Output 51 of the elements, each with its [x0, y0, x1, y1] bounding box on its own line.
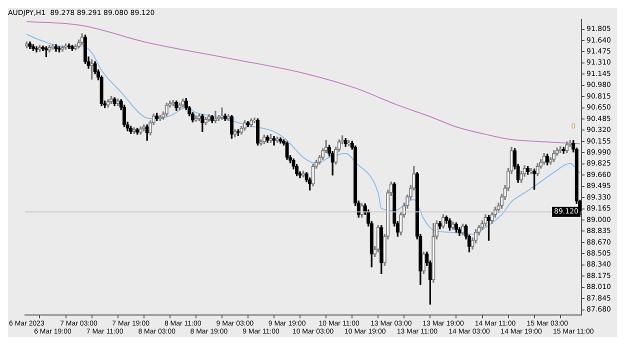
candlestick [181, 98, 185, 108]
candlestick [48, 44, 52, 52]
candlestick [272, 136, 276, 146]
candlestick [155, 112, 159, 122]
candlestick [116, 98, 120, 106]
candlestick [562, 146, 566, 154]
candlestick [422, 252, 426, 274]
candlestick [164, 102, 168, 116]
candlestick [438, 221, 442, 230]
candlestick [432, 223, 436, 283]
candlestick [132, 127, 136, 134]
candlestick [266, 135, 270, 143]
candlestick [57, 46, 62, 52]
candlestick [532, 168, 536, 190]
candlestick [451, 222, 455, 230]
candlestick [460, 224, 465, 236]
candlestick [301, 170, 306, 178]
candlestick [236, 129, 240, 136]
candlestick [106, 99, 110, 108]
candlestick [441, 214, 446, 228]
candlestick [262, 134, 266, 144]
candlestick [50, 44, 55, 50]
line-series [26, 20, 580, 144]
candlestick [112, 97, 116, 106]
candlestick [311, 164, 315, 186]
candlestick [529, 168, 533, 174]
candlestick [552, 150, 556, 162]
candlestick [558, 146, 562, 154]
candlestick [252, 118, 256, 124]
line-series [26, 34, 580, 235]
candlestick [171, 100, 175, 106]
candlestick [34, 46, 38, 52]
candlestick [380, 225, 384, 274]
candlestick [536, 163, 540, 176]
candlestick [80, 33, 84, 45]
candlestick [565, 141, 569, 154]
candlestick [109, 96, 114, 104]
candlestick [256, 118, 260, 146]
candlestick [484, 214, 488, 226]
candlestick [223, 114, 228, 122]
candlestick [25, 42, 29, 48]
candlestick [448, 218, 452, 231]
candlestick [197, 114, 201, 122]
candlestick [67, 44, 71, 49]
candlestick [268, 134, 273, 143]
candlestick [220, 107, 224, 120]
candlestick [28, 42, 32, 49]
candlestick [285, 141, 289, 160]
candlestick [158, 114, 162, 122]
candlestick [347, 140, 351, 146]
candlestick [136, 128, 140, 135]
